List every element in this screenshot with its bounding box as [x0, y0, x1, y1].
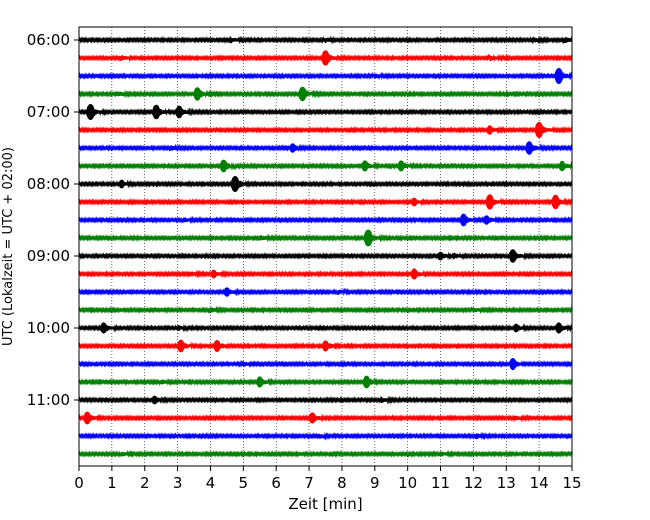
event-burst	[554, 68, 564, 84]
event-burst	[485, 194, 494, 210]
x-tick-label: 5	[239, 474, 249, 492]
x-tick-label: 8	[337, 474, 347, 492]
plot-frame	[78, 26, 573, 467]
seismic-trace	[78, 287, 573, 297]
event-burst	[152, 104, 161, 120]
event-burst	[483, 215, 490, 225]
x-tick-label: 3	[173, 474, 183, 492]
seismic-trace	[78, 449, 573, 459]
event-burst	[213, 340, 221, 352]
y-axis-label: UTC (Lokalzeit = UTC + 02:00)	[1, 147, 16, 346]
grid	[111, 27, 540, 466]
x-tick-label: 9	[370, 474, 380, 492]
event-burst	[558, 160, 566, 172]
y-tick-label: 11:00	[27, 391, 70, 409]
event-burst	[509, 249, 517, 263]
x-tick-label: 15	[562, 474, 581, 492]
event-burst	[397, 160, 405, 172]
x-tick-label: 11	[431, 474, 450, 492]
event-burst	[437, 251, 444, 261]
event-burst	[509, 358, 517, 370]
traces	[78, 35, 573, 459]
y-tick-label: 06:00	[27, 31, 70, 49]
event-burst	[118, 179, 125, 189]
seismic-trace	[78, 269, 573, 279]
x-tick-label: 14	[530, 474, 549, 492]
x-ticks: 0 1 2 3 4 5 6 7 8 9 10 11 12 13 14 15	[74, 466, 582, 492]
x-tick-label: 10	[398, 474, 417, 492]
x-tick-label: 7	[304, 474, 314, 492]
event-burst	[322, 340, 329, 352]
event-burst	[223, 287, 230, 297]
x-axis-label: Zeit [min]	[288, 495, 362, 513]
seismic-trace	[78, 251, 573, 262]
y-tick-label: 08:00	[27, 175, 70, 193]
x-tick-label: 1	[107, 474, 117, 492]
x-tick-label: 2	[140, 474, 150, 492]
event-burst	[151, 395, 158, 405]
x-tick-label: 4	[206, 474, 216, 492]
event-burst	[525, 141, 534, 155]
seismic-trace	[78, 161, 573, 172]
event-burst	[321, 50, 330, 66]
x-tick-label: 6	[271, 474, 281, 492]
seismic-trace	[78, 359, 573, 371]
seismic-trace	[78, 69, 573, 83]
event-burst	[363, 229, 373, 247]
y-ticks: 06:00 07:00 08:00 09:00 10:00 11:00	[27, 31, 79, 409]
seismic-trace	[78, 87, 573, 101]
seismic-trace	[78, 177, 573, 192]
event-burst	[410, 268, 418, 280]
seismic-trace	[78, 104, 573, 120]
seismic-trace	[78, 214, 573, 227]
y-tick-label: 10:00	[27, 319, 70, 337]
x-tick-label: 12	[464, 474, 483, 492]
event-burst	[361, 160, 369, 172]
event-burst	[298, 86, 307, 102]
seismic-trace	[78, 377, 573, 388]
event-burst	[411, 197, 418, 207]
seismic-trace	[78, 122, 573, 137]
x-tick-label: 13	[497, 474, 516, 492]
event-burst	[534, 122, 544, 138]
seismic-trace	[78, 305, 573, 315]
event-burst	[83, 411, 91, 425]
event-burst	[230, 176, 240, 192]
event-burst	[175, 105, 183, 119]
seismic-trace	[78, 142, 573, 154]
event-burst	[256, 376, 264, 388]
y-tick-label: 09:00	[27, 247, 70, 265]
event-burst	[551, 194, 560, 210]
event-burst	[513, 323, 520, 333]
event-burst	[193, 87, 202, 101]
seismic-trace	[78, 35, 573, 45]
seismic-trace	[78, 413, 573, 424]
event-burst	[459, 213, 468, 227]
event-burst	[177, 339, 185, 353]
event-burst	[555, 322, 563, 334]
x-tick-label: 0	[74, 474, 84, 492]
y-tick-label: 07:00	[27, 103, 70, 121]
event-burst	[309, 412, 316, 424]
event-burst	[289, 143, 296, 153]
event-burst	[219, 159, 228, 173]
event-burst	[362, 375, 371, 389]
event-burst	[486, 125, 493, 135]
seismic-trace	[78, 431, 573, 441]
seismic-trace	[78, 195, 573, 209]
seismic-trace	[78, 230, 573, 244]
event-burst	[86, 104, 95, 120]
event-burst	[100, 322, 107, 334]
event-burst	[210, 269, 217, 279]
seismic-trace	[78, 322, 573, 333]
seismic-trace	[78, 395, 573, 405]
